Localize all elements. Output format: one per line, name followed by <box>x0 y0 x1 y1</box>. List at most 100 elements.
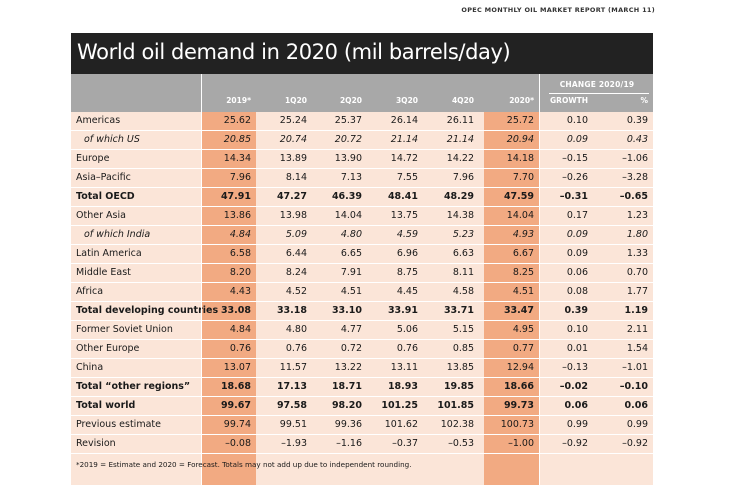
table-cell: 2.11 <box>626 324 648 335</box>
table-row: Total world 99.67 97.58 98.20 101.25 101.85 99… <box>71 397 653 416</box>
table-cell: 14.34 <box>223 153 251 164</box>
table-cell: –0.53 <box>448 438 474 449</box>
table-cell: 5.15 <box>452 324 474 335</box>
table-cell: 4.52 <box>285 286 307 297</box>
table-cell: 0.77 <box>512 343 534 354</box>
table-cell: 33.71 <box>443 305 474 316</box>
row-separator <box>71 301 653 302</box>
table-cell: 5.09 <box>285 229 307 240</box>
table-cell: 99.51 <box>279 419 307 430</box>
table-row: Latin America 6.58 6.44 6.65 6.96 6.63 6.67 0.0… <box>71 245 653 264</box>
table-row: Former Soviet Union 4.84 4.80 4.77 5.06 5.15 4… <box>71 321 653 340</box>
table-cell: 33.10 <box>331 305 362 316</box>
title-bar: World oil demand in 2020 (mil barrels/da… <box>71 33 653 74</box>
table-cell: –1.06 <box>622 153 648 164</box>
row-label: Africa <box>76 286 104 297</box>
table-cell: –1.93 <box>281 438 307 449</box>
column-header: 2Q20 <box>339 96 362 105</box>
table-cell: 20.72 <box>334 134 362 145</box>
table-cell: 0.06 <box>566 267 588 278</box>
table-cell: –1.01 <box>622 362 648 373</box>
column-divider <box>539 74 540 485</box>
table-row: Other Europe 0.76 0.76 0.72 0.76 0.85 0.77 0.01… <box>71 340 653 359</box>
table-cell: 13.22 <box>334 362 362 373</box>
table-row: Europe 14.34 13.89 13.90 14.72 14.22 14.18 –0.1… <box>71 150 653 169</box>
table-cell: 13.75 <box>390 210 418 221</box>
table-cell: 26.14 <box>390 115 418 126</box>
table-cell: 0.76 <box>229 343 251 354</box>
table-cell: 0.08 <box>566 286 588 297</box>
table-cell: –0.08 <box>225 438 251 449</box>
table-cell: 7.55 <box>396 172 418 183</box>
table-cell: 21.14 <box>390 134 418 145</box>
table-cell: 26.11 <box>446 115 474 126</box>
table-cell: 46.39 <box>331 191 362 202</box>
table-row: Total OECD 47.91 47.27 46.39 48.41 48.29 47.59… <box>71 188 653 207</box>
table-cell: 1.77 <box>626 286 648 297</box>
row-label: Total OECD <box>76 191 135 202</box>
table-cell: 33.47 <box>503 305 534 316</box>
table-cell: 7.96 <box>229 172 251 183</box>
table-cell: 4.58 <box>452 286 474 297</box>
table-cell: 13.07 <box>223 362 251 373</box>
table-cell: 0.99 <box>566 419 588 430</box>
table-cell: 20.74 <box>279 134 307 145</box>
row-label: Middle East <box>76 267 131 278</box>
table-cell: 101.25 <box>381 400 418 411</box>
table-row: of which US 20.85 20.74 20.72 21.14 21.14 20.9… <box>71 131 653 150</box>
table-cell: –0.02 <box>559 381 588 392</box>
table-title: World oil demand in 2020 (mil barrels/da… <box>77 40 511 64</box>
table-cell: –0.31 <box>559 191 588 202</box>
row-label: Total “other regions” <box>76 381 191 392</box>
table-cell: 13.86 <box>223 210 251 221</box>
table-cell: 47.27 <box>276 191 307 202</box>
column-header: 4Q20 <box>451 96 474 105</box>
change-header-group: CHANGE 2020/19 <box>541 74 653 112</box>
row-label: Asia–Pacific <box>76 172 131 183</box>
table-cell: 4.80 <box>285 324 307 335</box>
table-cell: 25.37 <box>334 115 362 126</box>
table-cell: 14.72 <box>390 153 418 164</box>
table-cell: 48.29 <box>443 191 474 202</box>
table-cell: 0.06 <box>564 400 588 411</box>
table-cell: 25.62 <box>223 115 251 126</box>
table-cell: –0.13 <box>562 362 588 373</box>
table-cell: 4.95 <box>512 324 534 335</box>
table-cell: 6.96 <box>396 248 418 259</box>
table-cell: 99.73 <box>503 400 534 411</box>
row-separator <box>71 453 653 454</box>
table-cell: –3.28 <box>622 172 648 183</box>
column-header: 3Q20 <box>395 96 418 105</box>
change-header-rule <box>549 93 649 94</box>
table-cell: 5.23 <box>452 229 474 240</box>
table-cell: 0.06 <box>624 400 648 411</box>
table-cell: 6.65 <box>340 248 362 259</box>
table-cell: 13.11 <box>390 362 418 373</box>
table-cell: 8.11 <box>452 267 474 278</box>
table-cell: 4.51 <box>512 286 534 297</box>
column-header: GROWTH <box>550 96 588 105</box>
row-label: Other Asia <box>76 210 126 221</box>
row-label: Previous estimate <box>76 419 161 430</box>
table-cell: 20.85 <box>223 134 251 145</box>
table-cell: 4.80 <box>340 229 362 240</box>
table-cell: 4.93 <box>512 229 534 240</box>
table-cell: 97.58 <box>276 400 307 411</box>
table-cell: 21.14 <box>446 134 474 145</box>
table-cell: 0.39 <box>564 305 588 316</box>
row-separator <box>71 149 653 150</box>
table-cell: 13.89 <box>279 153 307 164</box>
row-label: Other Europe <box>76 343 140 354</box>
table-cell: 4.43 <box>229 286 251 297</box>
table-cell: 6.63 <box>452 248 474 259</box>
table-cell: –1.16 <box>336 438 362 449</box>
row-separator <box>71 244 653 245</box>
table-cell: 4.84 <box>229 324 251 335</box>
table-cell: 25.72 <box>506 115 534 126</box>
table-row: China 13.07 11.57 13.22 13.11 13.85 12.94 –0.13… <box>71 359 653 378</box>
footnote: *2019 = Estimate and 2020 = Forecast. To… <box>76 460 412 469</box>
row-separator <box>71 187 653 188</box>
column-divider <box>201 74 202 485</box>
table-cell: 8.20 <box>229 267 251 278</box>
table-cell: 0.70 <box>626 267 648 278</box>
